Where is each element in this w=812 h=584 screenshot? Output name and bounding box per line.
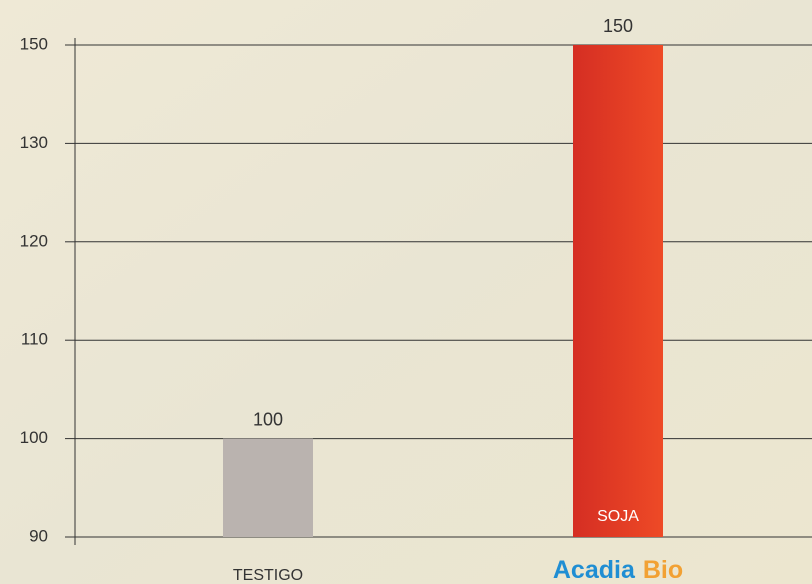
value-label: 150 bbox=[603, 16, 633, 36]
y-tick-label: 130 bbox=[20, 133, 48, 152]
background bbox=[0, 0, 812, 584]
category-label: SOJA bbox=[597, 508, 639, 525]
bar bbox=[223, 439, 313, 537]
logo-word: Acadia bbox=[553, 556, 636, 584]
y-tick-label: 150 bbox=[20, 34, 48, 53]
chart: 90 100 110 120 130 150 100 TESTIGO 150 SOJA Acadia… bbox=[0, 0, 812, 584]
bar bbox=[573, 45, 663, 537]
logo-word: Bio bbox=[643, 556, 683, 584]
y-tick-label: 120 bbox=[20, 231, 48, 250]
category-label: TESTIGO bbox=[233, 567, 303, 584]
y-tick-label: 90 bbox=[29, 526, 48, 545]
value-label: 100 bbox=[253, 409, 283, 429]
page: 90 100 110 120 130 150 100 TESTIGO 150 SOJA Acadia… bbox=[0, 0, 812, 584]
y-tick-label: 110 bbox=[21, 330, 48, 349]
y-tick-label: 100 bbox=[20, 428, 48, 447]
